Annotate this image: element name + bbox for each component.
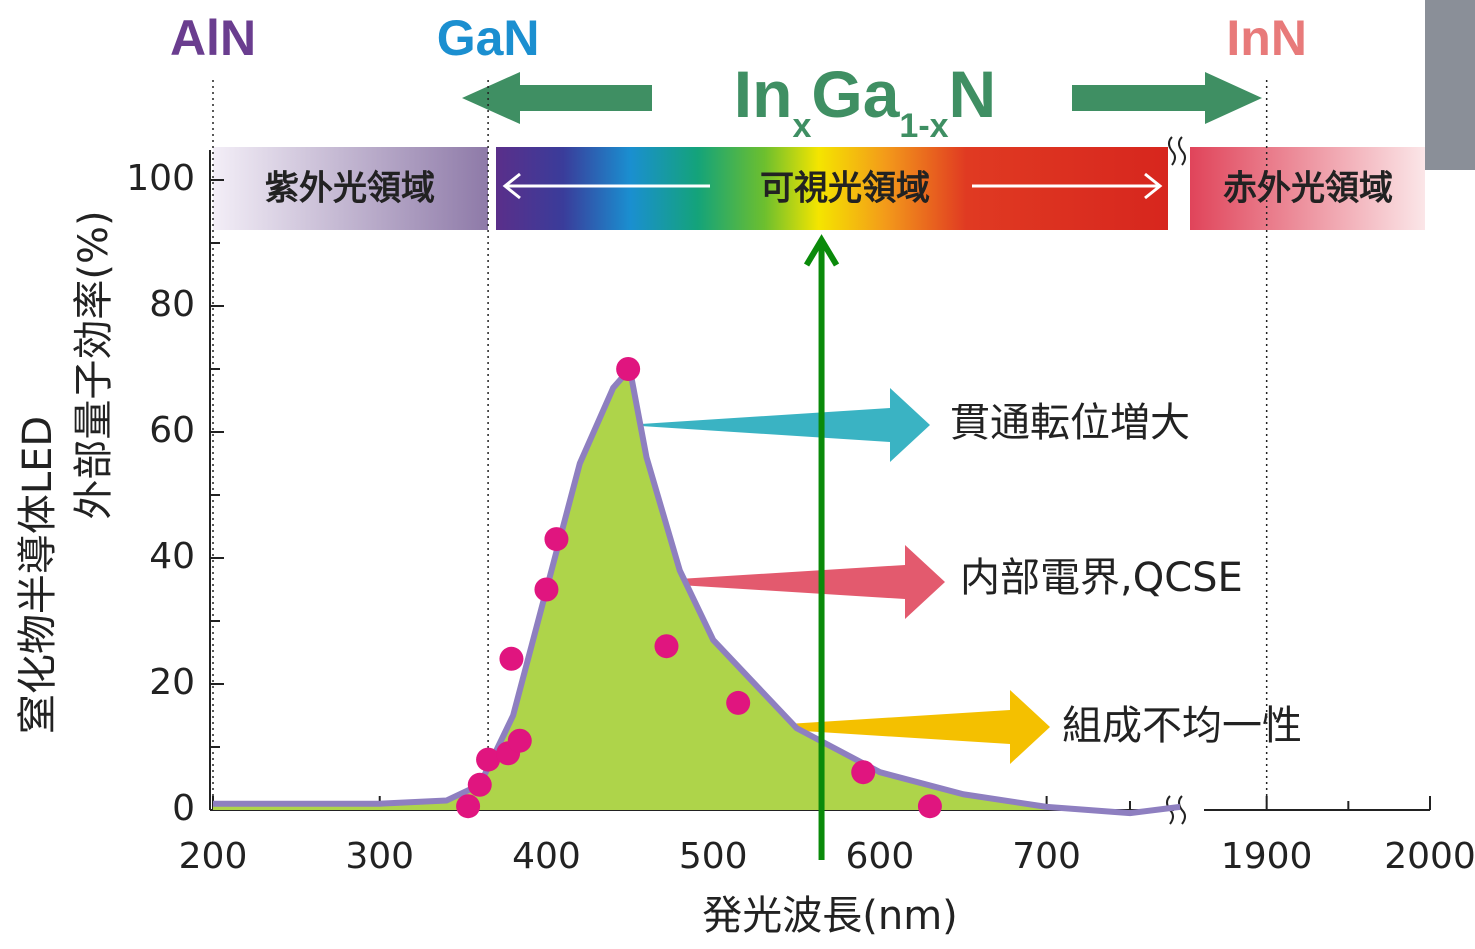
data-point: [654, 634, 678, 658]
x-tick-label: 700: [1012, 836, 1081, 877]
data-point: [616, 357, 640, 381]
x-tick-label: 500: [679, 836, 748, 877]
formula-sub: x: [792, 107, 811, 145]
data-point: [544, 527, 568, 551]
x-tick-label: 2000: [1384, 836, 1475, 877]
material-label: AlN: [170, 10, 256, 66]
y-tick-label: 100: [126, 158, 195, 199]
y-tick-label: 20: [149, 662, 195, 703]
data-point: [468, 773, 492, 797]
region-label: 赤外光領域: [1223, 169, 1393, 209]
photo: [1425, 0, 1475, 170]
formula-part: Ga: [811, 57, 900, 131]
data-point: [726, 691, 750, 715]
data-point: [508, 729, 532, 753]
data-point: [918, 794, 942, 818]
chart: 紫外光領域 可視光領域 赤外光領域 InxGa1-xN 貫通転位増大 内部電界,…: [0, 0, 1475, 949]
annotation: 組成不均一性: [1062, 703, 1302, 749]
formula-part: In: [734, 57, 793, 131]
x-tick-label: 300: [345, 836, 414, 877]
x-tick-label: 1900: [1221, 836, 1313, 877]
data-point: [499, 647, 523, 671]
formula-part: N: [949, 57, 997, 131]
data-point: [456, 794, 480, 818]
y-tick-label: 0: [172, 788, 195, 829]
region-label: 可視光領域: [760, 169, 930, 209]
formula: InxGa1-xN: [734, 57, 996, 145]
range-arrow-left: [462, 72, 652, 124]
x-tick-label: 600: [846, 836, 915, 877]
annotation: 貫通転位増大: [950, 400, 1190, 446]
region-label: 紫外光領域: [265, 169, 435, 209]
y-axis-label: 外部量子効率(%): [71, 210, 117, 519]
material-label: GaN: [437, 10, 540, 66]
x-axis-label: 発光波長(nm): [702, 893, 958, 939]
data-point: [851, 760, 875, 784]
annotation-arrow: [625, 388, 930, 462]
range-arrow-right: [1072, 72, 1262, 124]
x-tick-label: 200: [179, 836, 248, 877]
y-tick-label: 60: [149, 410, 195, 451]
x-tick-label: 400: [512, 836, 581, 877]
data-point: [534, 578, 558, 602]
formula-sub: 1-x: [899, 107, 948, 145]
y-tick-label: 40: [149, 536, 195, 577]
y-axis-label: 窒化物半導体LED: [15, 416, 61, 734]
material-label: InN: [1226, 10, 1307, 66]
y-tick-label: 80: [149, 284, 195, 325]
annotation: 内部電界,QCSE: [960, 555, 1243, 601]
axis-break: [1169, 137, 1185, 165]
